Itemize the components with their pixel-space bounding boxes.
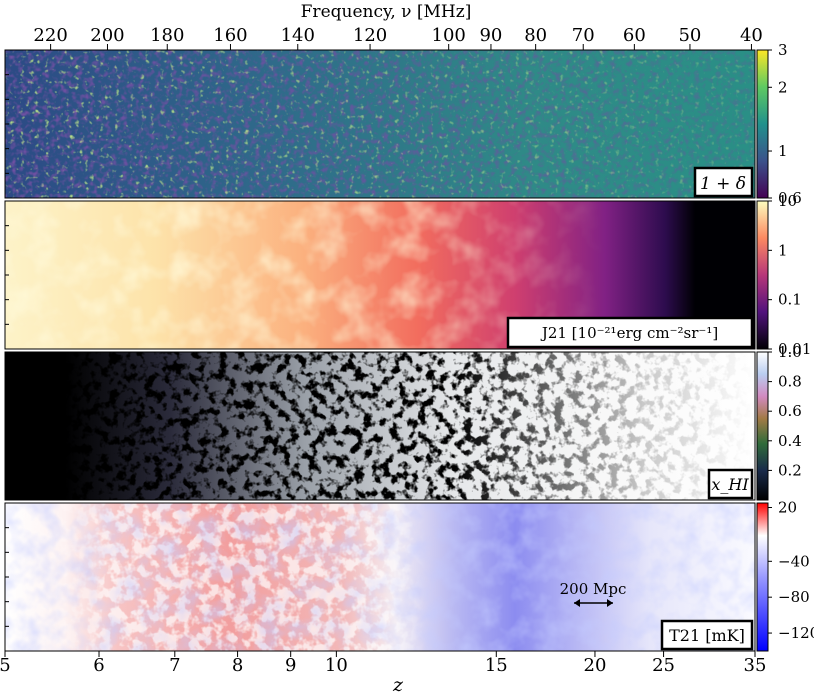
top-axis-label: Frequency, ν [MHz] [301, 2, 472, 22]
colorbar-tick-label: −40 [778, 552, 810, 570]
colorbar-tick-label: 20 [778, 498, 797, 516]
panel-density [4, 49, 756, 199]
bottom-tick-label: 7 [169, 655, 180, 676]
colorbar-tick-label: 3 [778, 41, 788, 59]
scale-bar-label: 200 Mpc [560, 580, 627, 598]
bottom-tick-label: 6 [93, 655, 104, 676]
colorbar-tick-label: 0.01 [778, 340, 811, 358]
panel-brightness-temperature: 200 Mpc [4, 502, 756, 652]
bottom-tick-label: 9 [285, 655, 296, 676]
bottom-tick-label: 5 [0, 655, 11, 676]
colorbar-temperature [756, 502, 769, 652]
panel-label-neutral-fraction: x_HI [707, 468, 754, 500]
top-tick-label: 40 [740, 25, 763, 46]
top-tick-label: 220 [33, 25, 67, 46]
colorbar-tick-label: −80 [778, 588, 810, 606]
top-tick-label: 180 [150, 25, 184, 46]
top-tick-label: 120 [353, 25, 387, 46]
top-tick-label: 70 [572, 25, 595, 46]
colorbar-tick-label: 0.6 [778, 189, 802, 207]
bottom-tick-label: 25 [652, 655, 675, 676]
colorbar-density [756, 49, 769, 199]
colorbar-tick-label: 0.2 [778, 461, 802, 479]
colorbar-tick-label: 2 [778, 78, 788, 96]
top-tick-label: 50 [678, 25, 701, 46]
top-tick-label: 100 [432, 25, 466, 46]
colorbar-tick-label: 1 [778, 241, 788, 259]
panel-neutral-fraction [4, 351, 756, 501]
panel-label-density: 1 + δ [693, 166, 754, 198]
top-axis-ticks: 220 200 180 160 140 120 100 90 80 70 60 50 40 [33, 25, 763, 50]
svg-text:1 + δ: 1 + δ [700, 174, 746, 194]
svg-text:x_HI: x_HI [711, 475, 749, 494]
top-tick-label: 140 [281, 25, 315, 46]
colorbar-tick-label: 0.4 [778, 432, 802, 450]
colorbar-tick-label: 0.6 [778, 402, 802, 420]
bottom-tick-label: 20 [584, 655, 607, 676]
colorbar-flux [756, 200, 769, 350]
panel-label-flux: J21 [10⁻²¹erg cm⁻²sr⁻¹] [506, 316, 754, 349]
top-tick-label: 90 [479, 25, 502, 46]
colorbar-tick-label: 0.1 [778, 291, 802, 309]
bottom-axis-label: z [392, 674, 404, 696]
svg-text:J21 [10⁻²¹erg cm⁻²sr⁻¹]: J21 [10⁻²¹erg cm⁻²sr⁻¹] [540, 324, 718, 342]
svg-text:T21 [mK]: T21 [mK] [669, 626, 745, 645]
colorbar-tick-label: −120 [778, 624, 814, 642]
top-tick-label: 160 [213, 25, 247, 46]
colorbar-ticks: 3210.61010.10.011.00.80.60.40.220−40−80−… [768, 41, 814, 642]
colorbar-tick-label: 0.8 [778, 373, 802, 391]
colorbar-tick-label: 10 [778, 192, 797, 210]
top-tick-label: 200 [90, 25, 124, 46]
scale-bar: 200 Mpc [560, 580, 627, 607]
bottom-tick-label: 8 [232, 655, 243, 676]
bottom-tick-label: 10 [325, 655, 348, 676]
bottom-tick-label: 15 [485, 655, 508, 676]
top-tick-label: 60 [623, 25, 646, 46]
colorbar-tick-label: 1.0 [778, 343, 802, 361]
bottom-axis-ticks: 5 6 7 8 9 10 15 20 25 35 [0, 651, 766, 676]
colorbar-tick-label: 1 [778, 142, 788, 160]
left-tick-marks [5, 74, 9, 627]
colorbar-neutral-fraction [756, 351, 769, 501]
top-tick-label: 80 [524, 25, 547, 46]
bottom-tick-label: 35 [744, 655, 767, 676]
panel-label-temperature: T21 [mK] [660, 619, 754, 651]
